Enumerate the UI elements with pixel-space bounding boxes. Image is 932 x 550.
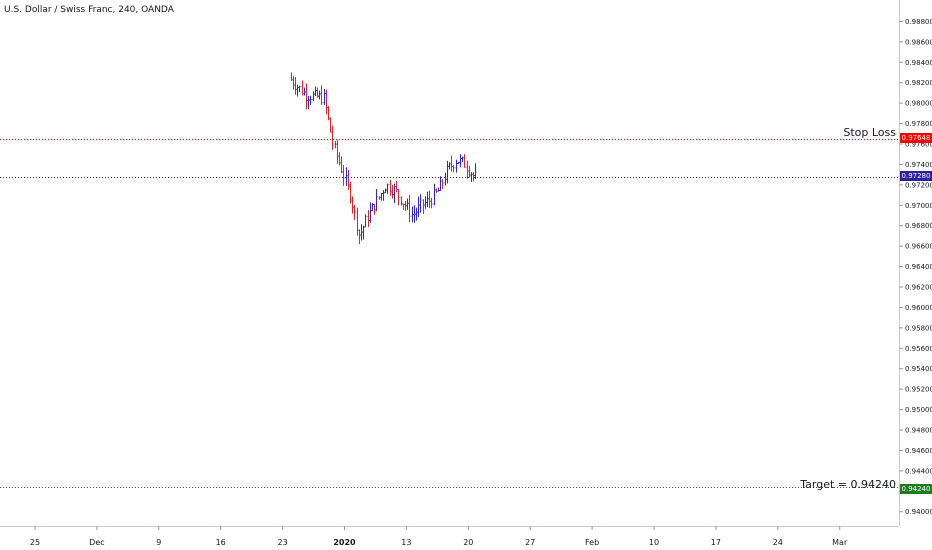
price-tick-label: 0.98800 — [905, 18, 932, 26]
price-tick-label: 0.94400 — [905, 467, 932, 475]
time-axis[interactable]: 25 Dec 9 16 23 2020 13 20 27 Feb 10 17 24 Mar — [30, 526, 848, 547]
price-tick-label: 0.95600 — [905, 345, 932, 353]
time-tick-label: 20 — [463, 538, 473, 547]
price-tick-label: 0.98200 — [905, 79, 932, 87]
price-tick-label: 0.94000 — [905, 508, 932, 516]
price-tick-label: 0.94600 — [905, 447, 932, 455]
target-price-tag[interactable]: 0.94240 — [900, 484, 932, 494]
price-tick-label: 0.98600 — [905, 38, 932, 46]
price-tick-label: 0.96400 — [905, 263, 932, 271]
price-tick-label: 0.96200 — [905, 284, 932, 292]
time-tick-label: 25 — [30, 538, 40, 547]
time-tick-label: 24 — [773, 538, 783, 547]
price-tick-label: 0.96600 — [905, 243, 932, 251]
price-tick-label: 0.95000 — [905, 406, 932, 414]
price-tick-label: 0.97000 — [905, 202, 932, 210]
time-tick-label: Dec — [89, 538, 104, 547]
price-tick-label: 0.97600 — [905, 141, 932, 149]
stop-loss-price-tag[interactable]: 0.97648 — [900, 133, 932, 143]
stop-loss-label: Stop Loss — [843, 126, 896, 139]
time-tick-label: 23 — [278, 538, 288, 547]
price-tick-label: 0.98400 — [905, 59, 932, 67]
time-tick-label: 10 — [649, 538, 659, 547]
candles-group — [290, 72, 477, 245]
time-tick-label: 16 — [216, 538, 226, 547]
time-tick-label: 9 — [156, 538, 161, 547]
price-tick-label: 0.97400 — [905, 161, 932, 169]
time-tick-label: 27 — [525, 538, 535, 547]
target-label: Target = 0.94240 — [800, 478, 896, 491]
price-tick-label: 0.95400 — [905, 365, 932, 373]
price-tick-label: 0.95200 — [905, 386, 932, 394]
time-tick-label: Mar — [832, 538, 848, 547]
current-price-tag[interactable]: 0.97280 — [900, 171, 932, 181]
price-tick-label: 0.97200 — [905, 181, 932, 189]
price-tick-label: 0.97800 — [905, 120, 932, 128]
price-tick-label: 0.96000 — [905, 304, 932, 312]
price-tick-label: 0.95800 — [905, 324, 932, 332]
price-tick-label: 0.94800 — [905, 426, 932, 434]
price-tick-label: 0.98000 — [905, 100, 932, 108]
price-tick-label: 0.96800 — [905, 222, 932, 230]
time-tick-label: Feb — [585, 538, 599, 547]
horizontal-lines-group — [0, 139, 899, 488]
price-axis[interactable]: 0.98800 0.98600 0.98400 0.98200 0.98000 0.978… — [899, 18, 932, 516]
chart-title: U.S. Dollar / Swiss Franc, 240, OANDA — [4, 5, 174, 15]
time-tick-label: 13 — [401, 538, 411, 547]
time-tick-label: 17 — [711, 538, 721, 547]
time-tick-label: 2020 — [333, 538, 356, 547]
